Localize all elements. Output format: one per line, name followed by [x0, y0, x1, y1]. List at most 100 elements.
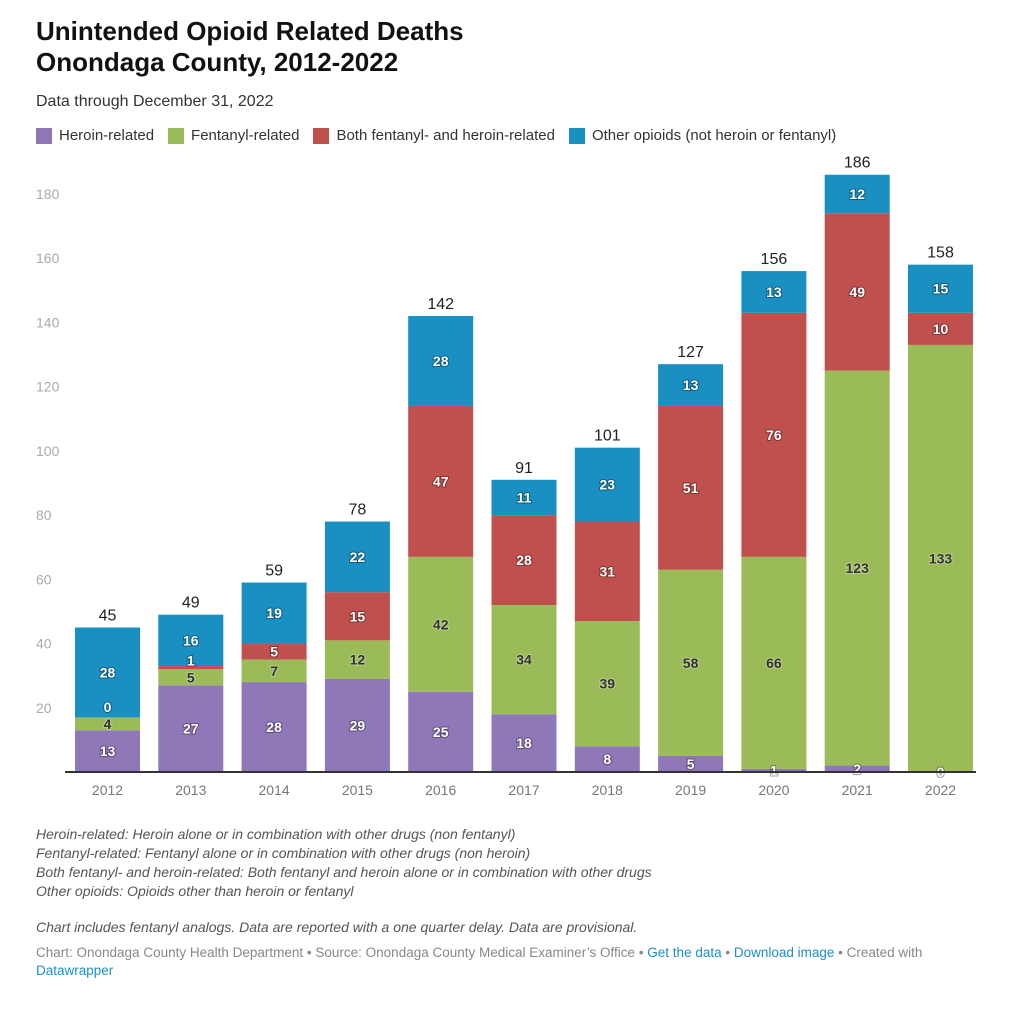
bar-segment	[408, 556, 474, 692]
segment-label: 47	[433, 473, 449, 489]
bar-segment	[658, 755, 724, 772]
bar-segment	[491, 479, 557, 516]
segment-label: 76	[766, 427, 782, 443]
download-image-link[interactable]: Download image	[733, 945, 835, 960]
segment-label: 39	[600, 676, 616, 692]
bar-segment	[241, 582, 307, 644]
segment-label: 0	[104, 699, 112, 715]
legend: Heroin-related Fentanyl-related Both fenta…	[36, 127, 836, 144]
bar-segment	[75, 627, 140, 718]
bar-segment	[741, 768, 807, 772]
legend-swatch	[313, 127, 330, 144]
chart-credit: Chart: Onondaga County Health Department	[36, 945, 304, 960]
y-tick-label: 160	[36, 250, 60, 266]
segment-label: 16	[183, 632, 199, 648]
datawrapper-link[interactable]: Datawrapper	[36, 963, 114, 978]
created-with: Created with	[846, 945, 923, 960]
x-tick-label: 2019	[675, 782, 706, 798]
bar-segment	[324, 678, 390, 772]
x-tick-label: 2014	[259, 782, 290, 798]
bar-segment	[908, 312, 973, 345]
bar-segment	[658, 569, 724, 756]
y-tick-label: 140	[36, 314, 60, 330]
segment-label: 5	[270, 644, 278, 660]
separator: •	[635, 945, 648, 960]
note-other: Other opioids: Opioids other than heroin…	[36, 883, 354, 899]
bar-segment	[324, 592, 390, 641]
chart-title: Unintended Opioid Related Deaths Onondag…	[36, 16, 464, 78]
segment-label: 123	[846, 560, 870, 576]
segment-label: 31	[600, 563, 616, 579]
segment-label: 1	[770, 762, 778, 778]
total-label: 127	[677, 344, 704, 361]
bar-segment	[658, 405, 724, 570]
bar-segment	[158, 685, 224, 772]
bar-segment	[824, 370, 890, 766]
bar-segment	[741, 271, 807, 313]
y-tick-label: 40	[36, 636, 52, 652]
footer: Chart: Onondaga County Health Department…	[36, 944, 966, 980]
note-heroin: Heroin-related: Heroin alone or in combi…	[36, 826, 516, 842]
legend-label: Both fentanyl- and heroin-related	[336, 127, 555, 144]
title-line-1: Unintended Opioid Related Deaths	[36, 16, 464, 46]
segment-label: 28	[266, 719, 282, 735]
legend-label: Heroin-related	[59, 127, 155, 144]
bar-segment	[491, 515, 557, 606]
bar-segment	[574, 746, 640, 772]
chart-subtitle: Data through December 31, 2022	[36, 93, 274, 110]
bar-segment	[241, 659, 307, 683]
segment-label: 22	[350, 549, 366, 565]
bar-segment	[158, 614, 224, 667]
segment-label: 29	[350, 717, 366, 733]
segment-label: 13	[683, 377, 699, 393]
get-data-link[interactable]: Get the data	[647, 945, 722, 960]
separator: •	[834, 945, 847, 960]
x-tick-label: 2022	[925, 782, 956, 798]
x-tick-label: 2015	[342, 782, 373, 798]
note-both: Both fentanyl- and heroin-related: Both …	[36, 864, 652, 880]
bar-segment	[408, 691, 474, 772]
definitions-notes: Heroin-related: Heroin alone or in combi…	[36, 825, 652, 901]
segment-label: 51	[683, 480, 699, 496]
legend-label: Fentanyl-related	[191, 127, 300, 144]
total-label: 78	[349, 502, 367, 519]
data-note: Chart includes fentanyl analogs. Data ar…	[36, 919, 638, 935]
total-label: 59	[265, 563, 283, 580]
total-label: 49	[182, 595, 200, 612]
x-tick-label: 2013	[175, 782, 206, 798]
segment-label: 10	[933, 321, 949, 337]
bar-segment	[574, 621, 640, 747]
segment-label: 5	[187, 669, 195, 685]
separator: •	[721, 945, 734, 960]
legend-swatch	[568, 127, 585, 144]
total-label: 158	[927, 245, 954, 262]
x-tick-label: 2018	[592, 782, 623, 798]
segment-label: 2	[853, 761, 861, 777]
legend-item: Other opioids (not heroin or fentanyl)	[568, 127, 836, 144]
x-tick-label: 2017	[508, 782, 539, 798]
segment-label: 66	[766, 655, 782, 671]
segment-label: 11	[517, 489, 532, 505]
x-tick-label: 2021	[842, 782, 873, 798]
segment-label: 34	[516, 652, 532, 668]
bar-segment	[324, 640, 390, 679]
segment-label: 1	[187, 652, 195, 668]
bar-segment	[574, 447, 640, 522]
segment-label: 28	[433, 353, 449, 369]
segment-label: 28	[516, 552, 532, 568]
title-line-2: Onondaga County, 2012-2022	[36, 47, 399, 77]
segment-label: 13	[766, 284, 782, 300]
legend-swatch	[168, 127, 185, 144]
segment-label: 27	[183, 721, 199, 737]
bar-segment	[824, 213, 890, 371]
legend-swatch	[36, 127, 52, 144]
bar-segment	[158, 669, 224, 686]
segment-label: 58	[683, 655, 699, 671]
note-fentanyl: Fentanyl-related: Fentanyl alone or in c…	[36, 845, 531, 861]
bar-segment	[324, 521, 390, 593]
bar-segment	[241, 643, 307, 660]
segment-label: 42	[433, 616, 449, 632]
bar-segment	[75, 730, 140, 772]
segment-label: 28	[100, 664, 116, 680]
bar-segment	[491, 714, 557, 772]
